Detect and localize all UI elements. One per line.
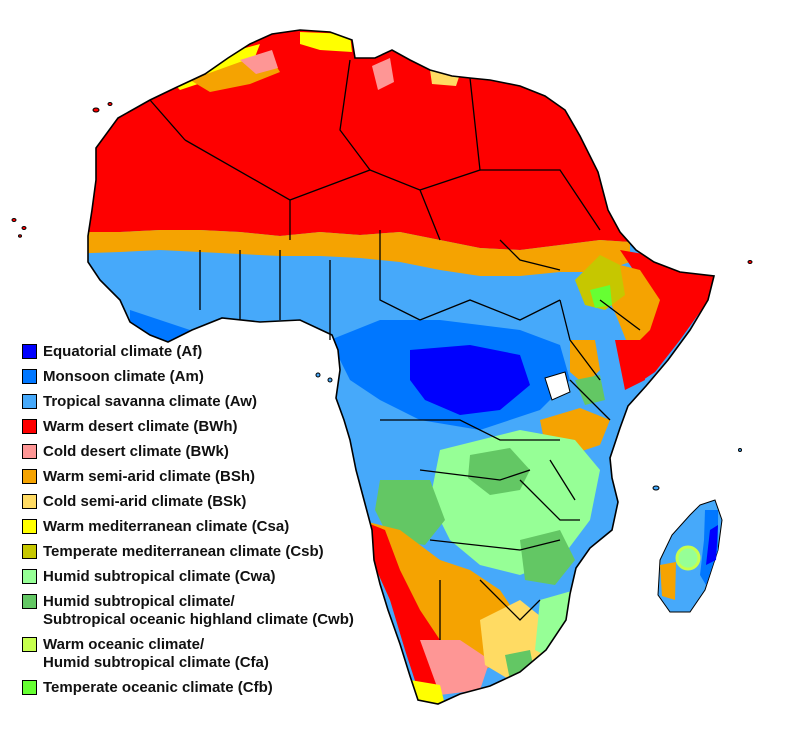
legend-label: Humid subtropical climate/ Subtropical o… <box>43 593 354 628</box>
madagascar <box>657 499 723 613</box>
legend-item-aw: Tropical savanna climate (Aw) <box>22 393 402 418</box>
country-borders <box>149 59 641 640</box>
legend-label: Monsoon climate (Am) <box>43 368 204 385</box>
legend-item-bwh: Warm desert climate (BWh) <box>22 418 402 443</box>
legend-label: Tropical savanna climate (Aw) <box>43 393 257 410</box>
legend-swatch <box>22 569 37 584</box>
legend-label: Humid subtropical climate (Cwa) <box>43 568 276 585</box>
legend-swatch <box>22 369 37 384</box>
legend-item-csa: Warm mediterranean climate (Csa) <box>22 518 402 543</box>
legend-swatch <box>22 637 37 652</box>
legend-label: Warm desert climate (BWh) <box>43 418 238 435</box>
legend-label: Cold semi-arid climate (BSk) <box>43 493 247 510</box>
legend-item-bwk: Cold desert climate (BWk) <box>22 443 402 468</box>
lake-victoria <box>544 371 571 401</box>
legend: Equatorial climate (Af) Monsoon climate … <box>22 343 402 704</box>
legend-label: Warm semi-arid climate (BSh) <box>43 468 255 485</box>
legend-label: Temperate mediterranean climate (Csb) <box>43 543 324 560</box>
legend-swatch <box>22 544 37 559</box>
legend-swatch <box>22 419 37 434</box>
legend-label: Warm mediterranean climate (Csa) <box>43 518 290 535</box>
legend-item-cwb: Humid subtropical climate/ Subtropical o… <box>22 593 402 636</box>
legend-label: Temperate oceanic climate (Cfb) <box>43 679 273 696</box>
legend-item-cfa: Warm oceanic climate/ Humid subtropical … <box>22 636 402 679</box>
legend-item-cwa: Humid subtropical climate (Cwa) <box>22 568 402 593</box>
legend-swatch <box>22 469 37 484</box>
legend-label: Warm oceanic climate/ Humid subtropical … <box>43 636 269 671</box>
legend-swatch <box>22 494 37 509</box>
legend-item-bsh: Warm semi-arid climate (BSh) <box>22 468 402 493</box>
legend-swatch <box>22 444 37 459</box>
small-islands <box>315 372 742 491</box>
legend-label: Equatorial climate (Af) <box>43 343 203 360</box>
legend-swatch <box>22 680 37 695</box>
legend-swatch <box>22 594 37 609</box>
legend-item-am: Monsoon climate (Am) <box>22 368 402 393</box>
islands <box>11 102 753 264</box>
legend-item-csb: Temperate mediterranean climate (Csb) <box>22 543 402 568</box>
legend-item-af: Equatorial climate (Af) <box>22 343 402 368</box>
legend-item-cfb: Temperate oceanic climate (Cfb) <box>22 679 402 704</box>
legend-swatch <box>22 394 37 409</box>
legend-label: Cold desert climate (BWk) <box>43 443 229 460</box>
legend-swatch <box>22 519 37 534</box>
legend-item-bsk: Cold semi-arid climate (BSk) <box>22 493 402 518</box>
legend-swatch <box>22 344 37 359</box>
